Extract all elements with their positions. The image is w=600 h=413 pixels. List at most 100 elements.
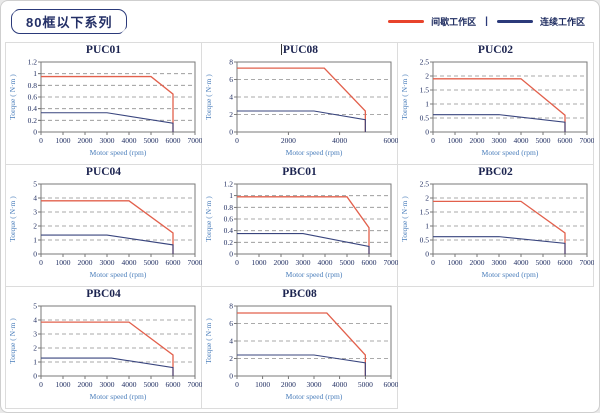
svg-text:2000: 2000 xyxy=(280,380,295,389)
svg-text:1.5: 1.5 xyxy=(419,86,429,95)
svg-text:1.2: 1.2 xyxy=(27,58,37,67)
svg-text:1000: 1000 xyxy=(447,136,462,145)
svg-text:Motor speed (rpm): Motor speed (rpm) xyxy=(285,270,342,279)
svg-text:0: 0 xyxy=(425,250,429,259)
svg-text:Motor speed (rpm): Motor speed (rpm) xyxy=(481,270,538,279)
svg-text:Torque ( N·m ): Torque ( N·m ) xyxy=(204,318,213,364)
svg-text:1000: 1000 xyxy=(447,258,462,267)
svg-text:0: 0 xyxy=(235,380,239,389)
svg-text:2.5: 2.5 xyxy=(419,180,429,189)
header-bar: 80框以下系列 间歇工作区 | 连续工作区 xyxy=(1,1,599,40)
svg-text:0.6: 0.6 xyxy=(223,215,233,224)
legend-separator: | xyxy=(485,16,488,27)
chart-canvas: 0 0.2 0.4 0.6 0.8 1 1.2 0 1000 2000 3000 4000 5000 60… xyxy=(204,180,398,280)
svg-text:2000: 2000 xyxy=(469,136,484,145)
chart-cell-pbc04: PBC04 0 1 2 3 4 5 0 1000 2000 3000 4000 5000 6000 700… xyxy=(6,287,202,409)
svg-text:4000: 4000 xyxy=(513,136,528,145)
svg-text:7000: 7000 xyxy=(187,136,202,145)
svg-text:3000: 3000 xyxy=(491,258,506,267)
legend-label-intermittent: 间歇工作区 xyxy=(431,17,477,27)
svg-text:2000: 2000 xyxy=(77,380,92,389)
chart-cell-pbc08: PBC08 0 2 4 6 8 0 1000 2000 3000 4000 5000 6000 Moto… xyxy=(202,287,398,409)
chart-canvas: 0 2 4 6 8 0 2000 4000 6000 Motor speed (rpm) Torqu… xyxy=(204,58,398,158)
svg-text:2: 2 xyxy=(33,222,37,231)
chart-title: PBC08 xyxy=(282,288,317,300)
svg-text:5000: 5000 xyxy=(143,258,158,267)
chart-canvas: 0 1 2 3 4 5 0 1000 2000 3000 4000 5000 6000 7000 Motor… xyxy=(8,180,202,280)
svg-text:1000: 1000 xyxy=(251,258,266,267)
svg-text:2: 2 xyxy=(425,194,429,203)
svg-text:4000: 4000 xyxy=(121,380,136,389)
svg-text:Motor speed (rpm): Motor speed (rpm) xyxy=(285,148,342,157)
svg-text:3000: 3000 xyxy=(295,258,310,267)
legend: 间歇工作区 | 连续工作区 xyxy=(388,15,585,28)
svg-text:6000: 6000 xyxy=(557,258,572,267)
chart-canvas: 0 0.2 0.4 0.6 0.8 1 1.2 0 1000 2000 3000 4000 5000 60… xyxy=(8,58,202,158)
svg-text:0: 0 xyxy=(229,128,233,137)
svg-text:2: 2 xyxy=(229,110,233,119)
chart-cell-puc02: PUC02 0 0.5 1 1.5 2 2.5 0 1000 2000 3000 4000 5000 6… xyxy=(398,43,594,165)
svg-text:2: 2 xyxy=(229,354,233,363)
chart-canvas: 0 2 4 6 8 0 1000 2000 3000 4000 5000 6000 Motor spee… xyxy=(204,302,398,402)
svg-text:1: 1 xyxy=(33,236,37,245)
svg-text:4: 4 xyxy=(33,316,37,325)
series-title-badge: 80框以下系列 xyxy=(11,9,127,34)
chart-canvas: 0 0.5 1 1.5 2 2.5 0 1000 2000 3000 4000 5000 6000 700… xyxy=(400,180,594,280)
svg-text:0: 0 xyxy=(431,136,435,145)
svg-text:Motor speed (rpm): Motor speed (rpm) xyxy=(285,392,342,401)
svg-text:6000: 6000 xyxy=(361,258,376,267)
svg-text:1: 1 xyxy=(229,191,233,200)
legend-line-continuous xyxy=(496,20,533,23)
svg-text:Torque ( N·m ): Torque ( N·m ) xyxy=(400,196,409,242)
svg-text:4000: 4000 xyxy=(513,258,528,267)
svg-text:7000: 7000 xyxy=(383,258,398,267)
svg-text:7000: 7000 xyxy=(187,258,202,267)
svg-text:0: 0 xyxy=(235,258,239,267)
svg-text:1000: 1000 xyxy=(55,258,70,267)
svg-text:0.6: 0.6 xyxy=(27,93,37,102)
svg-text:0: 0 xyxy=(229,250,233,259)
svg-text:0: 0 xyxy=(425,128,429,137)
svg-text:Motor speed (rpm): Motor speed (rpm) xyxy=(89,270,146,279)
svg-text:1000: 1000 xyxy=(55,380,70,389)
chart-title: PUC01 xyxy=(85,44,122,56)
svg-text:Torque ( N·m ): Torque ( N·m ) xyxy=(204,196,213,242)
svg-text:Motor speed (rpm): Motor speed (rpm) xyxy=(89,392,146,401)
svg-text:0.4: 0.4 xyxy=(223,226,233,235)
svg-text:5: 5 xyxy=(33,180,37,189)
svg-text:4: 4 xyxy=(229,337,233,346)
svg-text:7000: 7000 xyxy=(579,258,594,267)
svg-text:Motor speed (rpm): Motor speed (rpm) xyxy=(481,148,538,157)
svg-text:5000: 5000 xyxy=(535,258,550,267)
chart-title: PUC08 xyxy=(280,44,319,56)
svg-text:Torque ( N·m ): Torque ( N·m ) xyxy=(8,74,17,120)
chart-title: PBC02 xyxy=(478,166,513,178)
svg-text:0: 0 xyxy=(33,250,37,259)
svg-text:7000: 7000 xyxy=(579,136,594,145)
text-cursor xyxy=(280,44,282,55)
svg-text:6000: 6000 xyxy=(165,136,180,145)
svg-text:6000: 6000 xyxy=(165,258,180,267)
svg-text:1: 1 xyxy=(33,69,37,78)
svg-text:5000: 5000 xyxy=(143,136,158,145)
svg-text:Torque ( N·m ): Torque ( N·m ) xyxy=(8,196,17,242)
svg-text:4000: 4000 xyxy=(332,136,347,145)
svg-text:4000: 4000 xyxy=(121,136,136,145)
chart-grid: PUC01 0 0.2 0.4 0.6 0.8 1 1.2 0 1000 2000 3000 4000… xyxy=(5,42,594,409)
svg-text:6: 6 xyxy=(229,319,233,328)
svg-text:0: 0 xyxy=(431,258,435,267)
svg-text:0.5: 0.5 xyxy=(419,114,429,123)
svg-text:6000: 6000 xyxy=(557,136,572,145)
svg-text:2000: 2000 xyxy=(469,258,484,267)
svg-text:Motor speed (rpm): Motor speed (rpm) xyxy=(89,148,146,157)
svg-text:6000: 6000 xyxy=(383,136,398,145)
chart-title: PUC02 xyxy=(477,44,514,56)
svg-text:4: 4 xyxy=(33,194,37,203)
svg-text:5: 5 xyxy=(33,302,37,311)
svg-text:4000: 4000 xyxy=(121,258,136,267)
svg-text:0: 0 xyxy=(39,380,43,389)
svg-text:1: 1 xyxy=(425,100,429,109)
chart-cell-pbc02: PBC02 0 0.5 1 1.5 2 2.5 0 1000 2000 3000 4000 5000 6… xyxy=(398,165,594,287)
svg-text:2: 2 xyxy=(425,72,429,81)
